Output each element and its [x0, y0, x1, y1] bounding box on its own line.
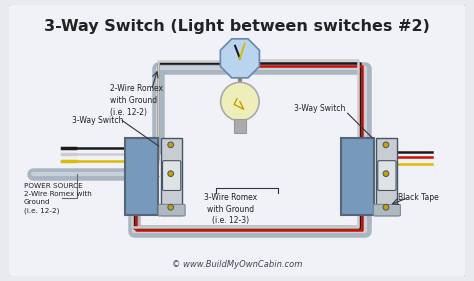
Circle shape	[221, 82, 259, 121]
FancyBboxPatch shape	[158, 204, 185, 216]
Circle shape	[168, 171, 173, 176]
Circle shape	[168, 204, 173, 210]
Circle shape	[383, 142, 389, 148]
Text: 3-Way Switch: 3-Way Switch	[72, 116, 123, 125]
FancyBboxPatch shape	[234, 119, 246, 133]
FancyBboxPatch shape	[376, 138, 398, 215]
FancyBboxPatch shape	[125, 138, 158, 215]
Text: Black Tape: Black Tape	[399, 193, 439, 202]
FancyBboxPatch shape	[378, 161, 396, 191]
Text: 3-Way Switch: 3-Way Switch	[294, 103, 345, 112]
FancyBboxPatch shape	[161, 138, 182, 215]
Text: POWER SOURCE
2-Wire Romex with
Ground
(i.e. 12-2): POWER SOURCE 2-Wire Romex with Ground (i…	[24, 183, 91, 214]
Circle shape	[383, 204, 389, 210]
Circle shape	[168, 142, 173, 148]
Text: © www.BuildMyOwnCabin.com: © www.BuildMyOwnCabin.com	[172, 260, 302, 269]
FancyBboxPatch shape	[163, 161, 181, 191]
Circle shape	[383, 171, 389, 176]
Polygon shape	[220, 39, 259, 78]
FancyBboxPatch shape	[341, 138, 374, 215]
FancyBboxPatch shape	[7, 4, 467, 277]
FancyBboxPatch shape	[374, 204, 401, 216]
Text: 3-Wire Romex
with Ground
(i.e. 12-3): 3-Wire Romex with Ground (i.e. 12-3)	[204, 193, 257, 225]
Text: 3-Way Switch (Light between switches #2): 3-Way Switch (Light between switches #2)	[44, 19, 430, 34]
Text: 2-Wire Romex
with Ground
(i.e. 12-2): 2-Wire Romex with Ground (i.e. 12-2)	[110, 84, 163, 117]
